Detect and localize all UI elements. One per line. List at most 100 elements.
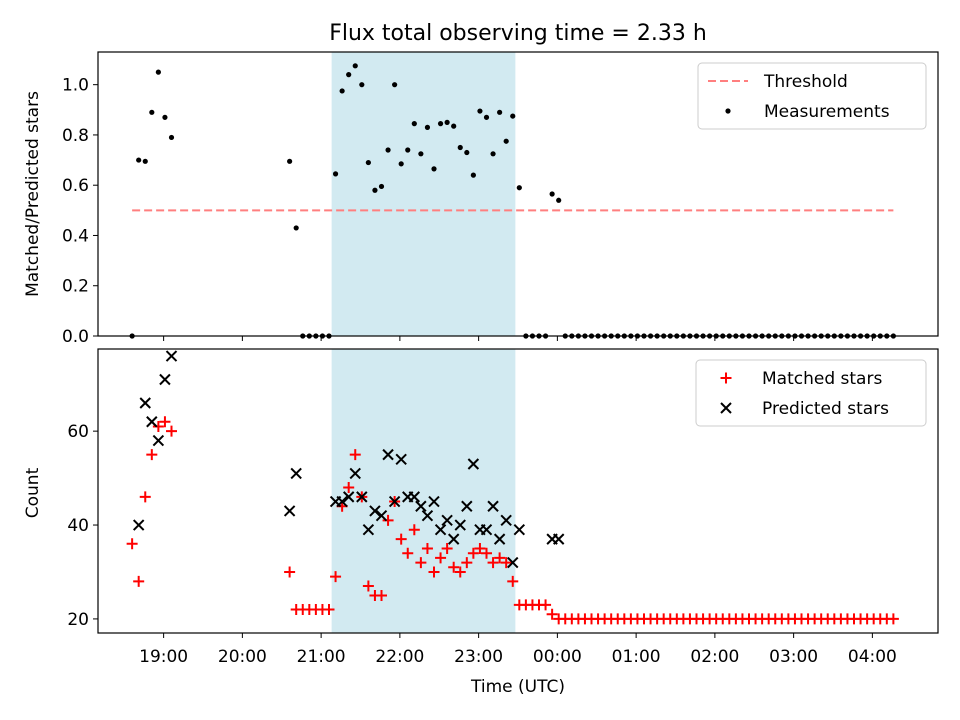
predicted-star-point bbox=[461, 500, 473, 512]
bottom-y-axis-label: Count bbox=[23, 467, 43, 518]
measurement-point bbox=[431, 166, 437, 172]
chart-title: Flux total observing time = 2.33 h bbox=[329, 21, 707, 46]
predicted-star-point bbox=[375, 509, 388, 522]
measurement-point bbox=[437, 121, 444, 127]
y-tick-label: 1.0 bbox=[62, 76, 89, 96]
x-tick-label: 19:00 bbox=[139, 647, 188, 667]
bottom-panel: 20 40 60 19:00 20:00 21:00 22:00 23:00 00:00 01:0… bbox=[67, 348, 939, 667]
predicted-star-point bbox=[493, 533, 506, 545]
predicted-star-point bbox=[146, 416, 158, 428]
measurement-point bbox=[398, 161, 404, 167]
predicted-star-point bbox=[500, 514, 512, 527]
measurement-point bbox=[162, 114, 168, 120]
axes-frame bbox=[97, 51, 939, 337]
measurement-point bbox=[149, 109, 155, 115]
predicted-star-point bbox=[395, 453, 407, 466]
predicted-star-point bbox=[349, 467, 361, 480]
observing-window-span bbox=[331, 52, 516, 336]
matched-star-point bbox=[507, 575, 519, 587]
measurement-point bbox=[155, 69, 161, 75]
observing-window-span bbox=[331, 349, 516, 633]
predicted-star-point bbox=[342, 491, 355, 503]
predicted-star-point bbox=[434, 524, 447, 536]
legend-matched-swatch bbox=[720, 372, 732, 384]
measurement-point bbox=[136, 157, 142, 163]
predicted-star-point bbox=[369, 505, 381, 517]
y-tick-label: 0.4 bbox=[62, 226, 89, 246]
measurement-point bbox=[332, 171, 339, 177]
matched-star-point bbox=[500, 557, 512, 569]
matched-star-point bbox=[467, 547, 479, 559]
predicted-star-point bbox=[480, 524, 493, 536]
measurement-point bbox=[168, 134, 175, 141]
legend-box bbox=[695, 359, 927, 427]
measurement-point bbox=[365, 159, 371, 166]
matched-star-point bbox=[166, 425, 177, 437]
matched-star-point bbox=[487, 557, 499, 569]
matched-star-point bbox=[152, 420, 164, 432]
measurement-point bbox=[359, 82, 365, 88]
predicted-star-point bbox=[513, 524, 526, 536]
top-y-axis-label: Matched/Predicted stars bbox=[23, 91, 43, 297]
y-tick-label: 0.0 bbox=[62, 327, 89, 347]
x-tick-label: 04:00 bbox=[848, 647, 897, 667]
legend-measurement-swatch bbox=[725, 108, 731, 114]
legend-predicted-swatch bbox=[720, 402, 732, 414]
measurement-point bbox=[392, 82, 398, 88]
matched-star-point bbox=[887, 613, 899, 625]
matched-star-point bbox=[402, 547, 414, 559]
legend-label: Predicted stars bbox=[762, 399, 889, 419]
x-tick-label: 02:00 bbox=[690, 647, 739, 667]
measurement-point bbox=[293, 225, 299, 231]
y-tick-label: 60 bbox=[67, 422, 89, 442]
y-tick-label: 0.2 bbox=[62, 277, 89, 297]
x-tick-label: 22:00 bbox=[375, 647, 424, 667]
measurement-point bbox=[142, 158, 148, 164]
x-axis-label: Time (UTC) bbox=[470, 677, 565, 697]
predicted-star-point bbox=[152, 434, 165, 447]
y-tick-label: 0.8 bbox=[62, 126, 89, 146]
matched-star-point bbox=[323, 604, 335, 616]
measurement-point bbox=[411, 121, 417, 127]
matched-star-point bbox=[481, 547, 492, 559]
predicted-star-point bbox=[165, 350, 178, 362]
legend-label: Threshold bbox=[763, 72, 848, 92]
predicted-star-point bbox=[415, 500, 427, 512]
predicted-star-point bbox=[159, 373, 171, 386]
x-tick-label: 21:00 bbox=[297, 647, 346, 667]
predicted-star-point bbox=[421, 509, 434, 522]
predicted-star-point bbox=[356, 491, 368, 503]
matched-star-point bbox=[376, 589, 387, 601]
predicted-star-point bbox=[139, 397, 151, 409]
matched-star-point bbox=[139, 491, 151, 503]
matched-star-point bbox=[382, 514, 394, 526]
predicted-star-point bbox=[441, 514, 453, 527]
matched-star-point bbox=[435, 552, 447, 564]
measurement-point bbox=[497, 109, 503, 115]
predicted-star-point bbox=[552, 533, 565, 545]
predicted-star-point bbox=[283, 505, 296, 517]
predicted-star-point bbox=[467, 458, 480, 470]
predicted-star-point bbox=[507, 556, 519, 569]
measurement-point bbox=[424, 124, 431, 130]
predicted-star-point bbox=[487, 500, 499, 512]
measurement-point bbox=[451, 123, 457, 129]
matched-star-point bbox=[362, 580, 374, 592]
measurement-point bbox=[483, 114, 490, 120]
predicted-star-point bbox=[336, 495, 348, 508]
measurement-point bbox=[352, 63, 358, 69]
measurement-point bbox=[405, 147, 411, 153]
y-tick-label: 0.6 bbox=[62, 176, 89, 196]
predicted-star-point bbox=[132, 519, 145, 531]
y-tick-label: 40 bbox=[67, 516, 89, 536]
matched-star-point bbox=[159, 416, 171, 428]
matched-star-point bbox=[415, 557, 427, 569]
measurement-point bbox=[510, 113, 516, 119]
predicted-star-point bbox=[428, 495, 440, 508]
matched-star-point bbox=[146, 449, 158, 461]
predicted-star-point bbox=[454, 519, 466, 531]
x-tick-label: 20:00 bbox=[218, 647, 267, 667]
matched-star-point bbox=[421, 543, 433, 555]
legend: Matched stars Predicted stars bbox=[695, 359, 927, 427]
measurement-point bbox=[556, 197, 562, 203]
